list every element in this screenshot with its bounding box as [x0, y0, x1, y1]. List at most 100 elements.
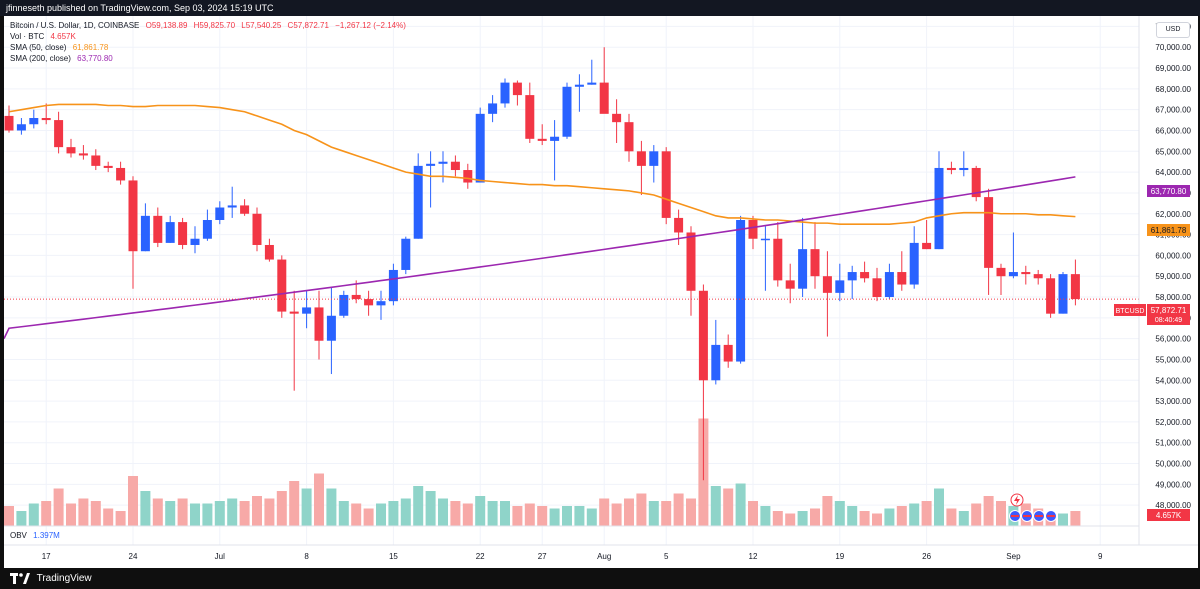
volume-badge: 4.657K	[1147, 509, 1190, 521]
candle-body[interactable]	[624, 122, 634, 152]
candle-body[interactable]	[16, 124, 26, 131]
candle-body[interactable]	[252, 213, 262, 245]
candle-body[interactable]	[438, 161, 448, 164]
candle-body[interactable]	[66, 147, 76, 154]
candle-body[interactable]	[364, 299, 374, 306]
candle-body[interactable]	[959, 167, 969, 171]
candle-body[interactable]	[54, 120, 64, 148]
symbol-title[interactable]: Bitcoin / U.S. Dollar, 1D, COINBASE	[10, 21, 140, 30]
candle-body[interactable]	[153, 215, 163, 243]
candle-body[interactable]	[512, 82, 522, 96]
candle-body[interactable]	[1046, 278, 1056, 314]
candle-body[interactable]	[488, 103, 498, 114]
candle-body[interactable]	[525, 95, 535, 139]
candle-body[interactable]	[860, 272, 870, 279]
candle-body[interactable]	[326, 315, 336, 341]
candle-body[interactable]	[463, 170, 473, 183]
candle-body[interactable]	[190, 238, 200, 245]
candle-body[interactable]	[302, 307, 312, 314]
candle-body[interactable]	[41, 118, 51, 121]
candle-body[interactable]	[909, 242, 919, 285]
candle-body[interactable]	[674, 217, 684, 233]
candle-body[interactable]	[897, 272, 907, 285]
candle-body[interactable]	[798, 249, 808, 289]
candle-body[interactable]	[91, 155, 101, 166]
candle-body[interactable]	[736, 220, 746, 362]
candle-body[interactable]	[748, 220, 758, 239]
candle-body[interactable]	[698, 290, 708, 381]
chart-area[interactable]: 48,000.00 49,000.00 50,000.00 51,000.00 52,0…	[3, 16, 1198, 568]
candle-body[interactable]	[649, 151, 659, 166]
candle-body[interactable]	[550, 136, 560, 141]
candle-body[interactable]	[426, 163, 436, 166]
candle-body[interactable]	[587, 82, 597, 85]
candle-body[interactable]	[388, 269, 398, 302]
candle-body[interactable]	[29, 118, 39, 125]
sma50-label[interactable]: SMA (50, close)	[10, 43, 67, 52]
candle-body[interactable]	[984, 197, 994, 268]
candle-body[interactable]	[4, 115, 14, 131]
candle-body[interactable]	[971, 167, 981, 198]
obv-label[interactable]: OBV	[10, 531, 27, 540]
candle-body[interactable]	[227, 205, 237, 208]
candle-body[interactable]	[1021, 272, 1031, 275]
candle-body[interactable]	[1033, 274, 1043, 279]
candle-body[interactable]	[810, 249, 820, 277]
candle-body[interactable]	[636, 151, 646, 166]
candle-body[interactable]	[723, 344, 733, 362]
candle-body[interactable]	[537, 138, 547, 141]
candle-body[interactable]	[822, 276, 832, 293]
candle-body[interactable]	[686, 232, 696, 291]
currency-button[interactable]: USD	[1156, 22, 1190, 38]
candle-body[interactable]	[351, 294, 361, 300]
candle-body[interactable]	[103, 165, 113, 168]
candle-body[interactable]	[1008, 272, 1018, 277]
candle-body[interactable]	[314, 307, 324, 341]
candle-body[interactable]	[934, 167, 944, 250]
candle-body[interactable]	[785, 280, 795, 289]
candle-body[interactable]	[612, 113, 622, 123]
candle-body[interactable]	[884, 272, 894, 298]
volume-label[interactable]: Vol · BTC	[10, 32, 45, 41]
candle-body[interactable]	[996, 267, 1006, 277]
candle-body[interactable]	[215, 207, 225, 220]
candle-body[interactable]	[835, 280, 845, 293]
candle-body[interactable]	[562, 86, 572, 137]
time-axis[interactable]: 17 24 Jul 8 15 22 27 Aug 5 12 19 26 Sep 9	[42, 552, 1103, 561]
candle-body[interactable]	[401, 238, 411, 270]
candle-body[interactable]	[202, 220, 212, 239]
candle-body[interactable]	[140, 215, 150, 252]
event-markers[interactable]	[1009, 493, 1057, 522]
candle-body[interactable]	[413, 165, 423, 239]
candle-body[interactable]	[376, 301, 386, 306]
candle-body[interactable]	[240, 205, 250, 214]
candle-body[interactable]	[946, 167, 956, 171]
candle-body[interactable]	[773, 238, 783, 281]
candle-body[interactable]	[711, 344, 721, 381]
candle-body[interactable]	[78, 153, 88, 156]
candle-body[interactable]	[178, 222, 188, 245]
candles[interactable]	[4, 47, 1080, 481]
candle-body[interactable]	[339, 294, 349, 316]
candle-body[interactable]	[128, 180, 138, 252]
candle-body[interactable]	[116, 167, 126, 181]
candle-body[interactable]	[847, 272, 857, 281]
candle-body[interactable]	[599, 82, 609, 114]
candle-body[interactable]	[500, 82, 510, 104]
candle-body[interactable]	[450, 161, 460, 171]
candle-body[interactable]	[661, 151, 671, 218]
sma200-label[interactable]: SMA (200, close)	[10, 54, 71, 63]
price-axis[interactable]: 48,000.00 49,000.00 50,000.00 51,000.00 52,0…	[1155, 22, 1191, 510]
candle-body[interactable]	[922, 242, 932, 250]
candlestick-chart[interactable]: 48,000.00 49,000.00 50,000.00 51,000.00 52,0…	[3, 16, 1198, 568]
candle-body[interactable]	[1058, 274, 1068, 314]
candle-body[interactable]	[165, 222, 175, 243]
candle-body[interactable]	[574, 84, 584, 87]
candle-body[interactable]	[264, 244, 274, 260]
candle-body[interactable]	[760, 238, 770, 241]
candle-body[interactable]	[277, 259, 287, 312]
candle-body[interactable]	[475, 113, 485, 183]
candle-body[interactable]	[289, 311, 299, 314]
candle-body[interactable]	[872, 278, 882, 298]
candle-body[interactable]	[1070, 274, 1080, 300]
